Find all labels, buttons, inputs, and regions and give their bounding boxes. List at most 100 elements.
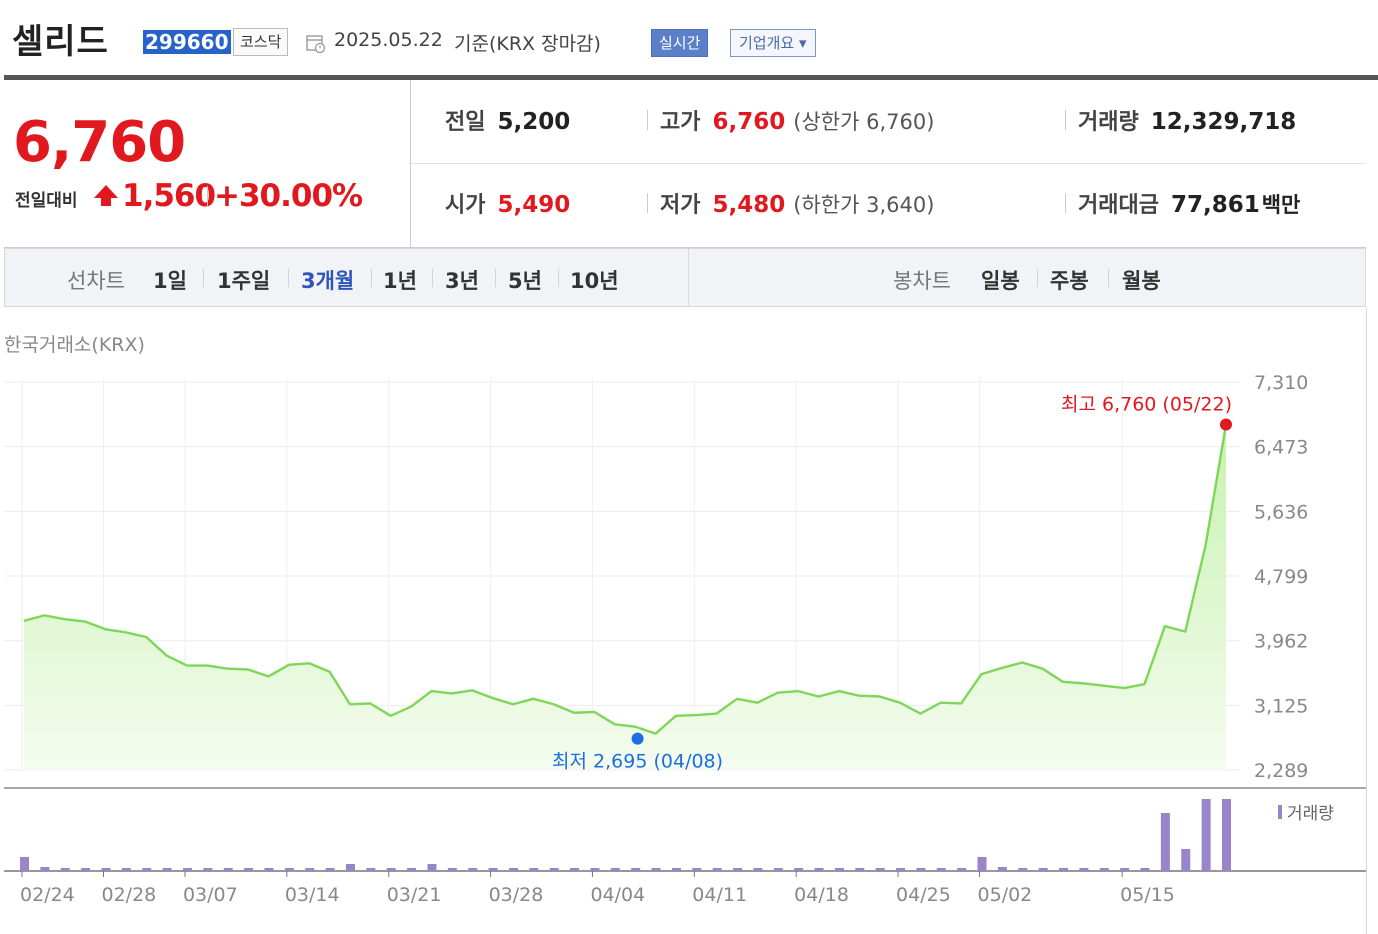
company-overview-button[interactable]: 기업개요 ▾	[730, 29, 816, 57]
tab-daily[interactable]: 일봉	[981, 269, 1020, 293]
up-arrow-icon	[94, 185, 118, 206]
high-annotation: 최고 6,760 (05/22)	[1061, 394, 1232, 416]
divider	[203, 269, 204, 287]
y-tick-label: 2,289	[1254, 760, 1308, 782]
volume-bar	[896, 868, 906, 871]
volume-bar	[407, 868, 417, 871]
low-label: 저가	[660, 193, 701, 218]
volume-bar	[1140, 868, 1150, 871]
volume-legend-swatch	[1278, 805, 1282, 819]
volume-bar	[1181, 849, 1191, 871]
volume-bar	[142, 868, 152, 871]
volume-bar	[345, 864, 355, 871]
divider	[558, 269, 559, 287]
divider	[495, 269, 496, 287]
open-price: 시가 5,490	[445, 187, 570, 219]
volume-bar	[977, 857, 987, 871]
volume-value: 12,329,718	[1150, 109, 1297, 135]
volume-bar	[508, 868, 518, 871]
volume-bar	[610, 868, 620, 871]
calendar-icon	[306, 35, 326, 53]
volume-bar	[182, 868, 192, 871]
volume-bar	[1222, 799, 1231, 871]
tab-weekly[interactable]: 주봉	[1050, 269, 1089, 293]
y-tick-label: 7,310	[1254, 372, 1308, 394]
volume-bar	[101, 868, 111, 871]
stock-header: 셀리드 299660 코스닥 2025.05.22 기준(KRX 장마감) 실시…	[0, 0, 1378, 76]
tab-1y[interactable]: 1년	[383, 269, 417, 293]
candle-chart-label: 봉차트	[893, 269, 951, 293]
volume-bar	[162, 868, 172, 871]
realtime-button[interactable]: 실시간	[651, 29, 709, 57]
x-tick-label: 03/28	[489, 884, 544, 906]
y-tick-label: 3,125	[1254, 695, 1308, 717]
volume-legend-label: 거래량	[1287, 804, 1334, 824]
volume-bar	[244, 868, 254, 871]
tab-10y[interactable]: 10년	[570, 269, 619, 293]
high-price: 고가 6,760 (상한가 6,760)	[660, 104, 934, 136]
x-tick-label: 05/15	[1120, 884, 1175, 906]
volume-bar	[1120, 868, 1130, 871]
tab-5y[interactable]: 5년	[508, 269, 542, 293]
price-area	[24, 424, 1226, 770]
quote-panel: 6,760 전일대비 1,560 +30.00% 전일 5,200 고가 6,760…	[4, 80, 1366, 248]
volume-bar	[305, 868, 315, 871]
high-value: 6,760	[712, 109, 786, 135]
price-chart: 최고 6,760 (05/22) 최저 2,695 (04/08) 7,310 6,…	[4, 372, 1366, 906]
volume-bar	[1059, 868, 1069, 871]
y-tick-label: 3,962	[1254, 631, 1308, 653]
volume-bar	[427, 864, 437, 871]
volume: 거래량 12,329,718	[1078, 104, 1296, 136]
market-badge: 코스닥	[233, 28, 289, 56]
volume-bar	[1099, 868, 1109, 871]
change-amount: 1,560	[122, 178, 216, 214]
y-tick-label: 5,636	[1254, 501, 1308, 523]
quote-date: 2025.05.22	[334, 29, 443, 51]
volume-bar	[386, 868, 396, 871]
tab-1d[interactable]: 1일	[153, 269, 187, 293]
current-price: 6,760	[13, 110, 186, 175]
volume-bar	[712, 868, 722, 871]
tab-3y[interactable]: 3년	[445, 269, 479, 293]
volume-bar	[203, 868, 213, 871]
x-tick-label: 04/25	[896, 884, 951, 906]
volume-bar	[957, 868, 967, 871]
change-label: 전일대비	[15, 191, 78, 211]
volume-bar	[81, 868, 91, 871]
price-summary: 6,760 전일대비 1,560 +30.00%	[4, 80, 411, 247]
stock-name: 셀리드	[12, 22, 109, 62]
y-tick-label: 6,473	[1254, 437, 1308, 459]
volume-bar	[549, 868, 559, 871]
change-percent: +30.00%	[214, 178, 363, 214]
volume-bar	[488, 868, 498, 871]
tab-monthly[interactable]: 월봉	[1122, 269, 1161, 293]
volume-bar	[855, 868, 865, 871]
x-tick-label: 03/07	[183, 884, 238, 906]
divider	[647, 110, 648, 130]
divider	[1366, 308, 1367, 934]
low-price: 저가 5,480 (하한가 3,640)	[660, 187, 934, 219]
volume-bar	[20, 857, 29, 871]
price-line	[23, 424, 1228, 735]
x-tick-label: 02/24	[20, 884, 75, 906]
volume-bar	[264, 868, 274, 871]
volume-bar	[692, 868, 702, 871]
high-label: 고가	[660, 110, 701, 135]
divider	[688, 249, 689, 306]
volume-bar	[570, 868, 580, 871]
trade-value-value: 77,861	[1170, 192, 1260, 218]
volume-bar	[284, 868, 294, 871]
tab-3m[interactable]: 3개월	[301, 269, 355, 293]
volume-bar	[814, 868, 824, 871]
open-label: 시가	[445, 193, 486, 218]
divider	[1065, 193, 1066, 213]
x-tick-label: 02/28	[101, 884, 156, 906]
prev-close-label: 전일	[445, 110, 486, 135]
volume-bar	[40, 867, 50, 871]
divider	[411, 163, 1366, 164]
open-value: 5,490	[497, 192, 571, 218]
high-point	[1220, 418, 1232, 431]
volume-bar	[447, 868, 457, 871]
volume-bar	[1201, 799, 1211, 871]
tab-1w[interactable]: 1주일	[217, 269, 271, 293]
